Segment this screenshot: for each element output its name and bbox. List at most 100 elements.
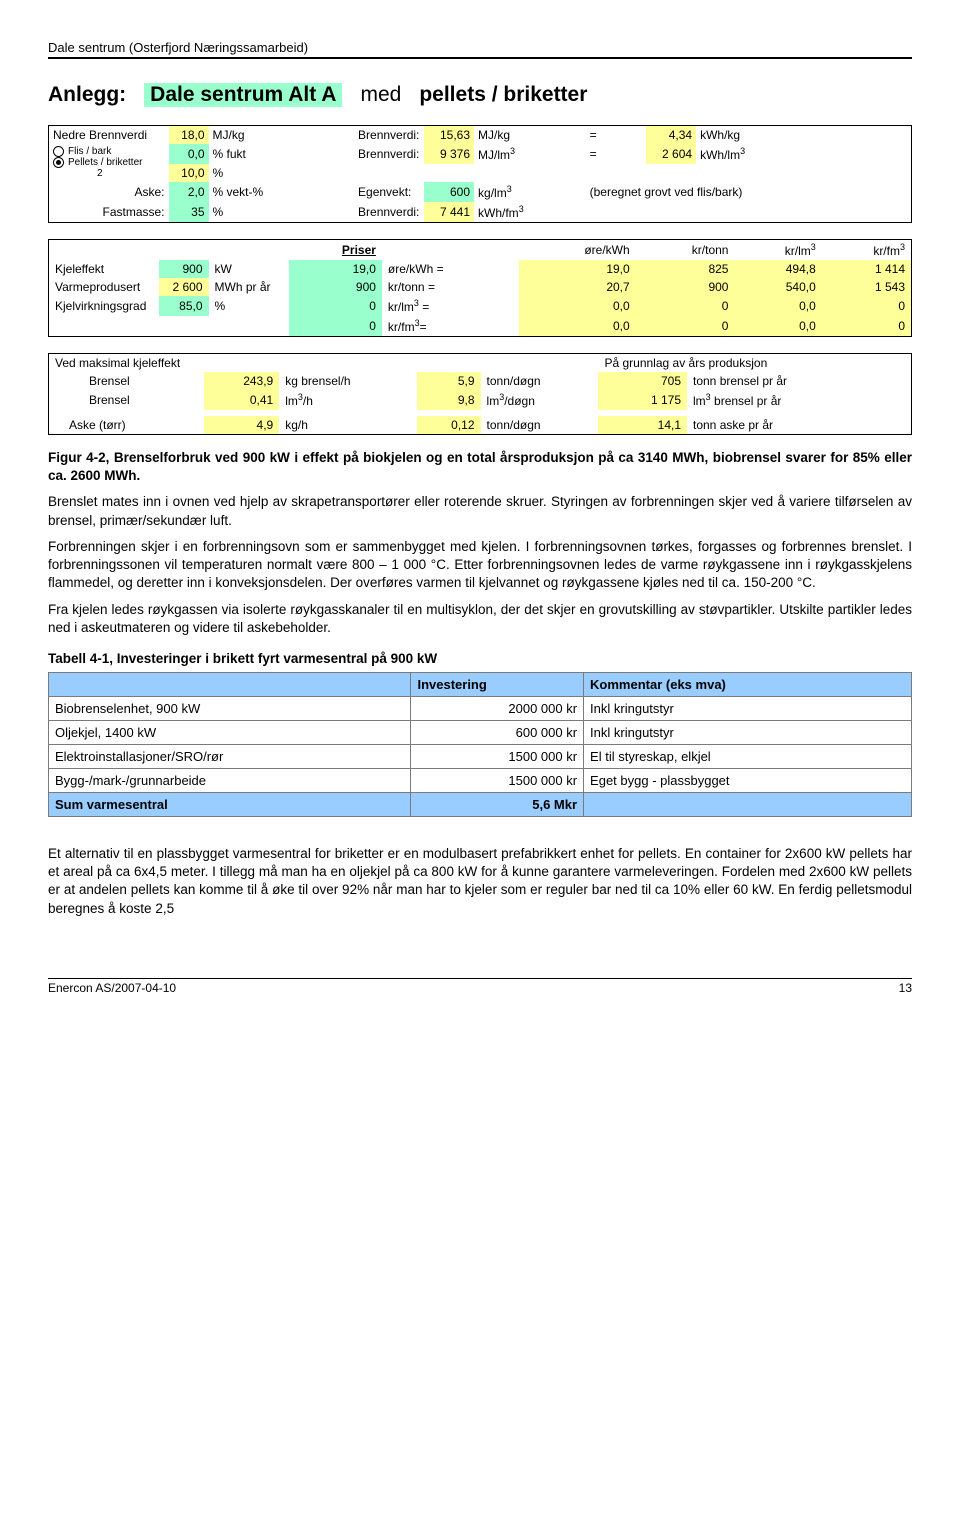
cell: Sum varmesentral bbox=[49, 792, 411, 816]
radio-pellets[interactable] bbox=[53, 157, 64, 168]
b: 825 bbox=[636, 260, 735, 278]
th: Investering bbox=[411, 672, 584, 696]
b: 900 bbox=[636, 278, 735, 296]
table-title: Tabell 4-1, Investeringer i brikett fyrt… bbox=[48, 651, 912, 666]
unit: MJ/kg bbox=[209, 126, 355, 145]
a: 0,0 bbox=[519, 316, 635, 337]
mval: 15,63 bbox=[424, 126, 474, 145]
a: 19,0 bbox=[519, 260, 635, 278]
m: 0,12 bbox=[417, 416, 480, 435]
r: 14,1 bbox=[598, 416, 687, 435]
qu: MWh pr år bbox=[209, 278, 289, 296]
cell: Bygg-/mark-/grunnarbeide bbox=[49, 768, 411, 792]
v: 0,41 bbox=[204, 390, 279, 410]
rel: kr/lm3 = bbox=[382, 296, 519, 316]
anlegg-fuel: pellets / briketter bbox=[419, 83, 587, 107]
figure-caption: Figur 4-2, Brenselforbruk ved 900 kW i e… bbox=[48, 449, 912, 485]
d: 1 543 bbox=[822, 278, 912, 296]
v: 243,9 bbox=[204, 372, 279, 390]
c: 540,0 bbox=[734, 278, 821, 296]
v: 0 bbox=[289, 316, 382, 337]
m: 5,9 bbox=[417, 372, 480, 390]
cell: 2000 000 kr bbox=[411, 696, 584, 720]
cell: 1500 000 kr bbox=[411, 744, 584, 768]
investment-table: Investering Kommentar (eks mva) Biobrens… bbox=[48, 672, 912, 817]
unit: % vekt-% bbox=[209, 182, 355, 202]
v: 4,9 bbox=[204, 416, 279, 435]
rval: 2 604 bbox=[646, 144, 696, 164]
u: kg/h bbox=[279, 416, 417, 435]
c: 0,0 bbox=[734, 316, 821, 337]
mval: 7 441 bbox=[424, 202, 474, 223]
runit: kWh/lm3 bbox=[696, 144, 911, 164]
mu: lm3/døgn bbox=[481, 390, 599, 410]
h2: På grunnlag av års produksjon bbox=[598, 354, 911, 373]
d: 0 bbox=[822, 316, 912, 337]
lab: Aske: bbox=[49, 182, 169, 202]
val: 2,0 bbox=[169, 182, 209, 202]
cell: Elektroinstallasjoner/SRO/rør bbox=[49, 744, 411, 768]
a: 0,0 bbox=[519, 296, 635, 316]
r: 705 bbox=[598, 372, 687, 390]
label: Nedre Brennverdi bbox=[49, 126, 169, 145]
mval: 600 bbox=[424, 182, 474, 202]
v: 900 bbox=[289, 278, 382, 296]
m: 9,8 bbox=[417, 390, 480, 410]
munit: MJ/kg bbox=[474, 126, 586, 145]
cell: Biobrenselenhet, 900 kW bbox=[49, 696, 411, 720]
mu: tonn/døgn bbox=[481, 372, 599, 390]
ru: lm3 brensel pr år bbox=[687, 390, 912, 410]
b: 0 bbox=[636, 296, 735, 316]
unit: % fukt bbox=[209, 144, 355, 164]
production-table: Ved maksimal kjeleffekt På grunnlag av å… bbox=[48, 353, 912, 435]
footer-page: 13 bbox=[899, 981, 912, 995]
cell: 600 000 kr bbox=[411, 720, 584, 744]
anlegg-row: Anlegg: Dale sentrum Alt A med pellets /… bbox=[48, 83, 912, 107]
lab: Brensel bbox=[49, 372, 205, 390]
hdr: kr/lm3 bbox=[734, 240, 821, 261]
note: (beregnet grovt ved flis/bark) bbox=[586, 182, 912, 202]
page-header-title: Dale sentrum (Osterfjord Næringssamarbei… bbox=[48, 40, 912, 55]
q: 85,0 bbox=[159, 296, 209, 316]
lab: Brensel bbox=[49, 390, 205, 410]
r: 1 175 bbox=[598, 390, 687, 410]
val: 35 bbox=[169, 202, 209, 223]
body-para: Brenslet mates inn i ovnen ved hjelp av … bbox=[48, 493, 912, 529]
cell: 1500 000 kr bbox=[411, 768, 584, 792]
u: kg brensel/h bbox=[279, 372, 417, 390]
cell: Inkl kringutstyr bbox=[584, 696, 912, 720]
rel: øre/kWh = bbox=[382, 260, 519, 278]
rval: 4,34 bbox=[646, 126, 696, 145]
hdr: kr/fm3 bbox=[822, 240, 912, 261]
mval: 9 376 bbox=[424, 144, 474, 164]
cell: Eget bygg - plassbygget bbox=[584, 768, 912, 792]
v: 0 bbox=[289, 296, 382, 316]
ru: tonn aske pr år bbox=[687, 416, 912, 435]
c: 0,0 bbox=[734, 296, 821, 316]
th bbox=[49, 672, 411, 696]
cell: El til styreskap, elkjel bbox=[584, 744, 912, 768]
mid: Egenvekt: bbox=[354, 182, 424, 202]
lab: Kjeleffekt bbox=[49, 260, 159, 278]
body-para: Forbrenningen skjer i en forbrenningsovn… bbox=[48, 538, 912, 593]
hdr: kr/tonn bbox=[636, 240, 735, 261]
runit: kWh/kg bbox=[696, 126, 911, 145]
q: 2 600 bbox=[159, 278, 209, 296]
lab: Varmeprodusert bbox=[49, 278, 159, 296]
radio-label: Pellets / briketter bbox=[68, 157, 142, 168]
header-rule bbox=[48, 57, 912, 59]
u: lm3/h bbox=[279, 390, 417, 410]
cell bbox=[584, 792, 912, 816]
anlegg-label: Anlegg: bbox=[48, 83, 126, 107]
eq: = bbox=[586, 126, 646, 145]
radio-label: Flis / bark bbox=[68, 146, 111, 157]
q: 900 bbox=[159, 260, 209, 278]
unit: % bbox=[209, 202, 355, 223]
body-para: Et alternativ til en plassbygget varmese… bbox=[48, 845, 912, 918]
page-footer: Enercon AS/2007-04-10 13 bbox=[48, 978, 912, 995]
mid: Brennverdi: bbox=[354, 144, 424, 164]
hdr: øre/kWh bbox=[519, 240, 635, 261]
munit: kWh/fm3 bbox=[474, 202, 911, 223]
radio-flis[interactable] bbox=[53, 146, 64, 157]
lab: Aske (tørr) bbox=[49, 416, 205, 435]
